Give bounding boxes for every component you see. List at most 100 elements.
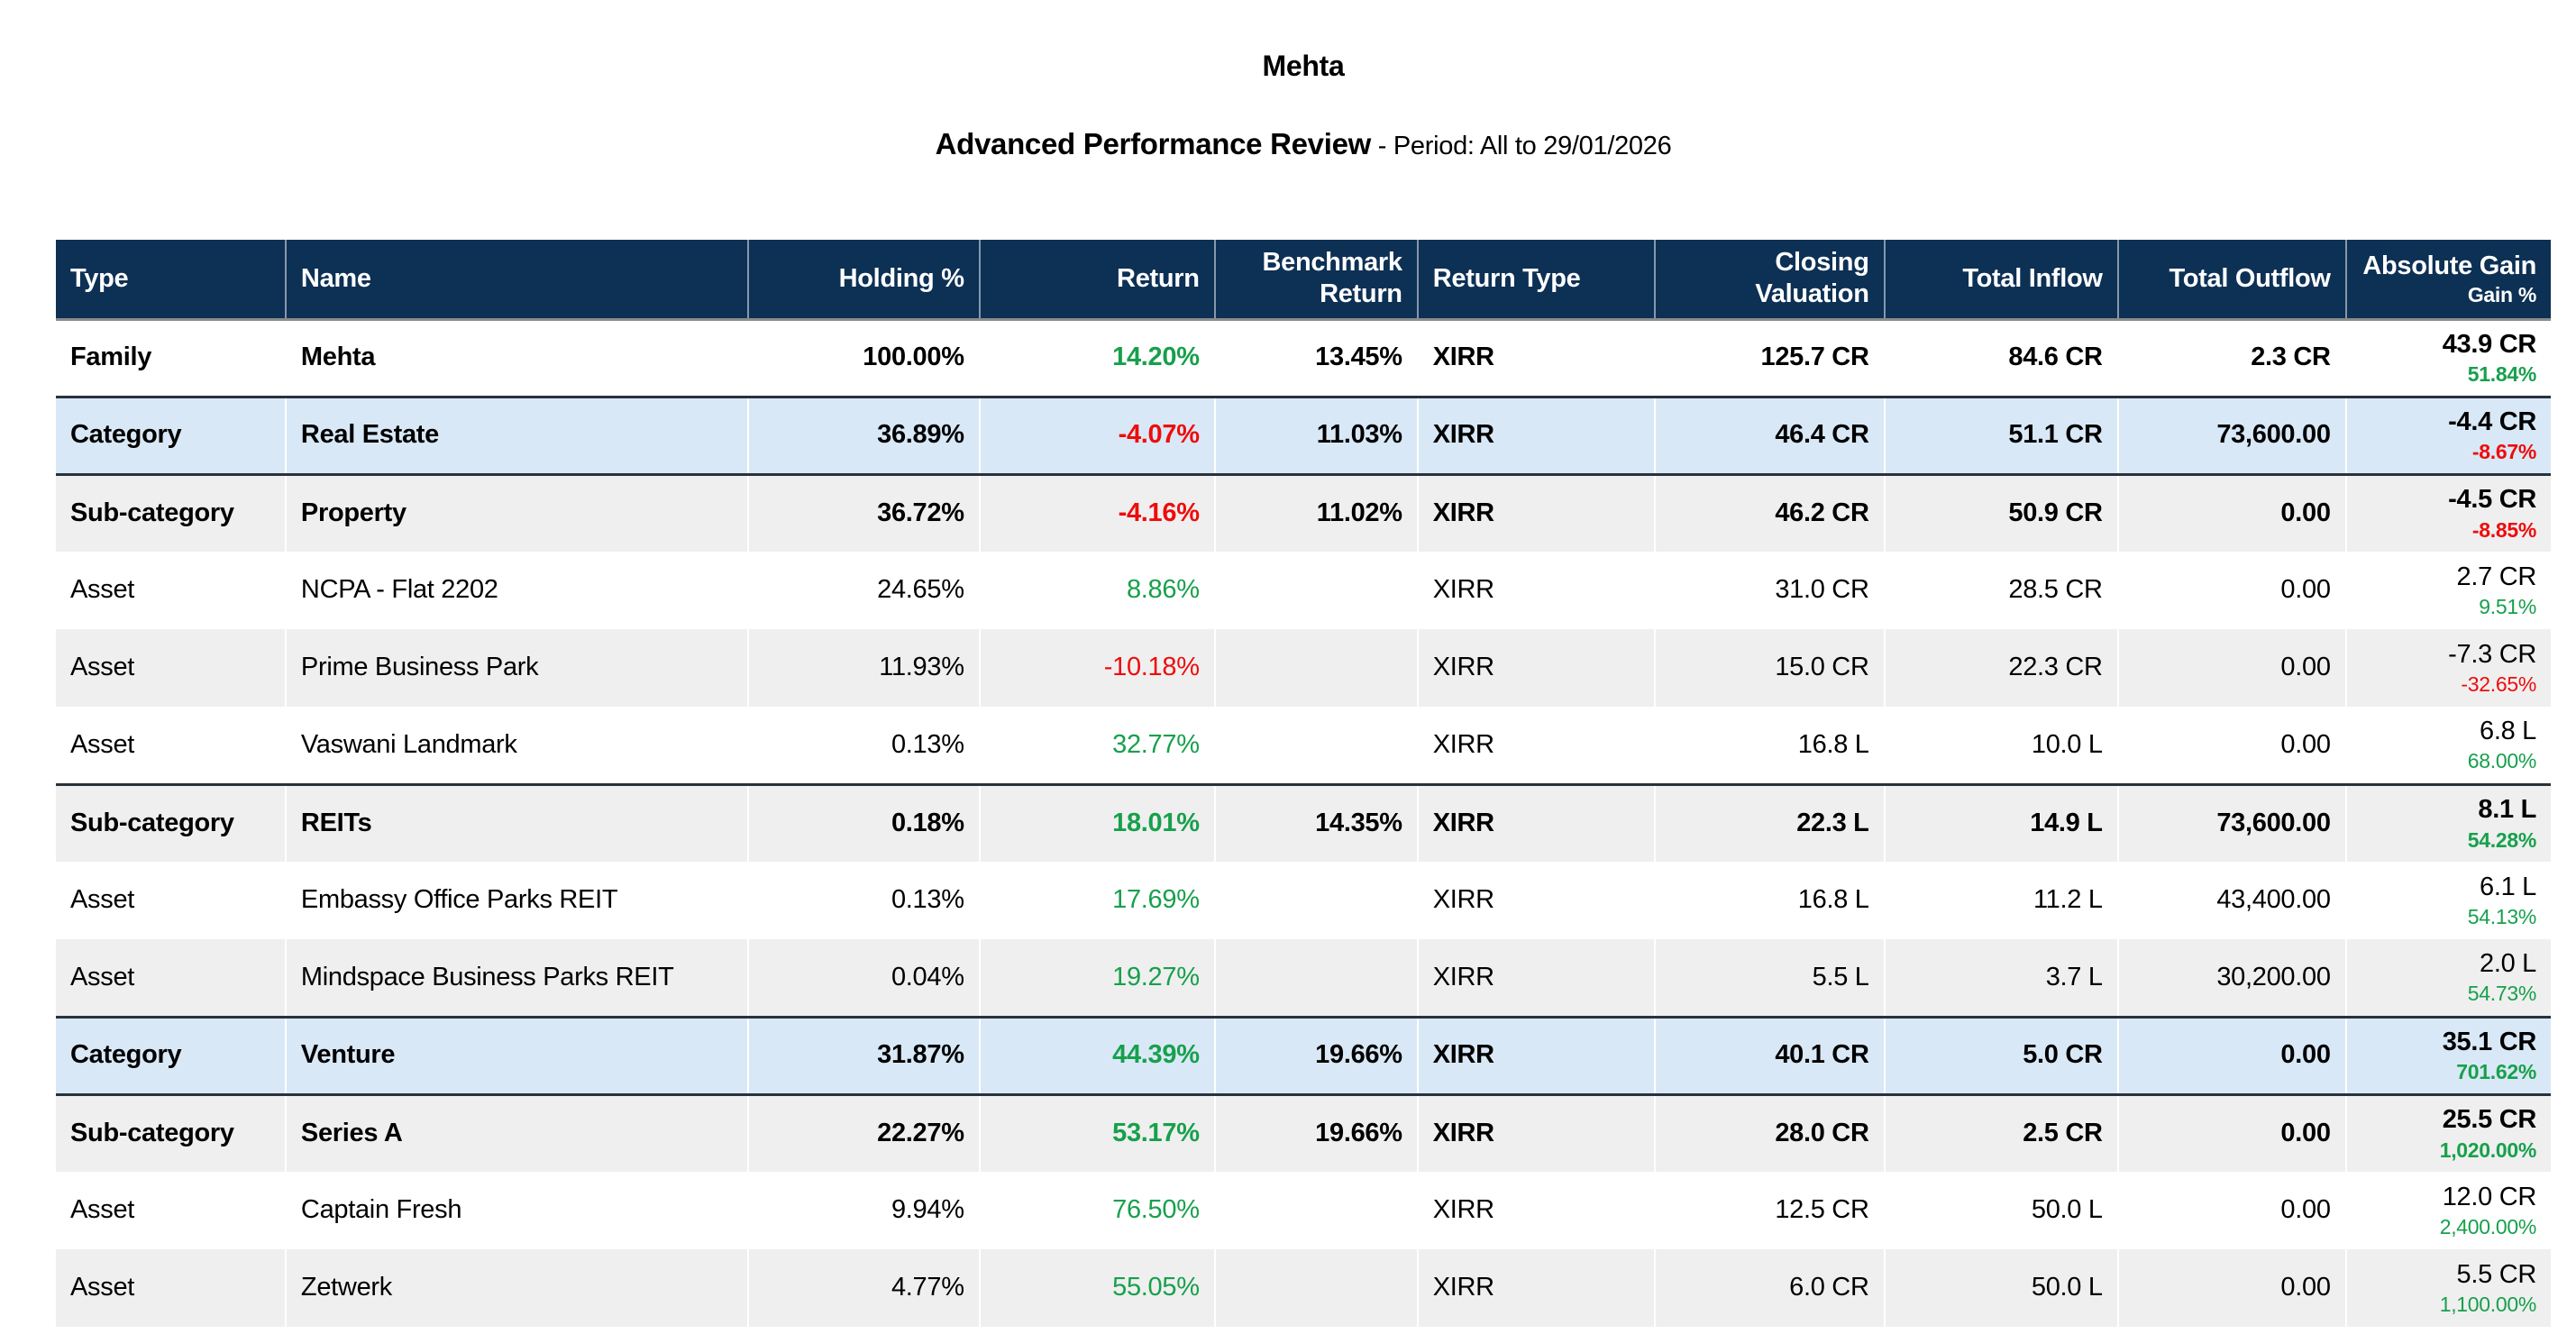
cell-type: Sub-category <box>56 474 287 552</box>
gain-percent-value: 701.62% <box>2456 1059 2536 1083</box>
col-header-benchmark: Benchmark Return <box>1214 240 1419 319</box>
cell-gain: -4.5 CR -8.85% <box>2346 474 2551 552</box>
table-header: Type Name Holding % Return Benchmark Return R… <box>56 240 2551 319</box>
cell-outflow: 0.00 <box>2117 629 2347 707</box>
gain-percent-value: 51.84% <box>2467 361 2537 386</box>
cell-name: REITs <box>285 784 749 862</box>
col-header-label: Return <box>1117 263 1200 293</box>
cell-outflow: 0.00 <box>2117 1249 2347 1327</box>
cell-return-type: XIRR <box>1417 707 1656 784</box>
gain-percent-value: 54.28% <box>2467 827 2537 852</box>
cell-gain: 12.0 CR 2,400.00% <box>2346 1172 2551 1249</box>
cell-type: Asset <box>56 707 287 784</box>
col-header-label: Benchmark Return <box>1262 248 1402 309</box>
absolute-gain-value: 35.1 CR <box>2442 1027 2537 1056</box>
cell-return: 32.77% <box>979 707 1216 784</box>
cell-closing: 16.8 L <box>1654 707 1886 784</box>
cell-outflow: 0.00 <box>2117 552 2347 629</box>
col-header-outflow: Total Outflow <box>2117 240 2347 319</box>
cell-benchmark <box>1214 707 1419 784</box>
col-header-label: Closing Valuation <box>1755 248 1869 309</box>
cell-holding: 0.18% <box>747 784 981 862</box>
cell-benchmark: 19.66% <box>1214 1017 1419 1094</box>
cell-outflow: 0.00 <box>2117 707 2347 784</box>
cell-gain: 6.1 L 54.13% <box>2346 862 2551 939</box>
cell-return: 19.27% <box>979 939 1216 1017</box>
absolute-gain-value: 2.0 L <box>2480 948 2536 978</box>
cell-benchmark <box>1214 1249 1419 1327</box>
absolute-gain-value: -4.4 CR <box>2448 407 2536 436</box>
cell-closing: 22.3 L <box>1654 784 1886 862</box>
cell-closing: 31.0 CR <box>1654 552 1886 629</box>
cell-closing: 125.7 CR <box>1654 319 1886 397</box>
cell-name: Property <box>285 474 749 552</box>
cell-inflow: 51.1 CR <box>1884 397 2119 474</box>
cell-type: Asset <box>56 1249 287 1327</box>
cell-inflow: 28.5 CR <box>1884 552 2119 629</box>
gain-percent-value: 68.00% <box>2467 749 2537 773</box>
report-header: Mehta Advanced Performance Review - Peri… <box>56 0 2551 164</box>
col-header-holding: Holding % <box>747 240 981 319</box>
col-header-label: Total Outflow <box>2169 263 2331 293</box>
cell-closing: 40.1 CR <box>1654 1017 1886 1094</box>
cell-holding: 11.93% <box>747 629 981 707</box>
table-row: Category Venture 31.87% 44.39% 19.66% XIRR 40.… <box>56 1017 2551 1094</box>
cell-gain: -7.3 CR -32.65% <box>2346 629 2551 707</box>
cell-inflow: 50.0 L <box>1884 1172 2119 1249</box>
cell-return-type: XIRR <box>1417 862 1656 939</box>
cell-return: 53.17% <box>979 1094 1216 1172</box>
absolute-gain-value: 25.5 CR <box>2442 1105 2537 1135</box>
cell-type: Category <box>56 397 287 474</box>
cell-return: -4.07% <box>979 397 1216 474</box>
cell-outflow: 30,200.00 <box>2117 939 2347 1017</box>
col-header-label: Holding % <box>838 263 964 293</box>
absolute-gain-value: 6.8 L <box>2480 716 2536 745</box>
cell-inflow: 3.7 L <box>1884 939 2119 1017</box>
cell-name: Mindspace Business Parks REIT <box>285 939 749 1017</box>
cell-type: Asset <box>56 862 287 939</box>
table-row: Asset Vaswani Landmark 0.13% 32.77% XIRR 16.8… <box>56 707 2551 784</box>
col-header-sublabel: Gain % <box>2467 283 2536 306</box>
cell-inflow: 5.0 CR <box>1884 1017 2119 1094</box>
absolute-gain-value: 8.1 L <box>2478 795 2536 825</box>
cell-holding: 22.27% <box>747 1094 981 1172</box>
cell-gain: 43.9 CR 51.84% <box>2346 319 2551 397</box>
cell-gain: 25.5 CR 1,020.00% <box>2346 1094 2551 1172</box>
gain-percent-value: 1,020.00% <box>2439 1138 2537 1162</box>
cell-gain: 2.7 CR 9.51% <box>2346 552 2551 629</box>
cell-inflow: 84.6 CR <box>1884 319 2119 397</box>
cell-holding: 36.89% <box>747 397 981 474</box>
page-title: Mehta <box>1262 50 1345 82</box>
cell-closing: 6.0 CR <box>1654 1249 1886 1327</box>
cell-name: Vaswani Landmark <box>285 707 749 784</box>
cell-name: Series A <box>285 1094 749 1172</box>
cell-return-type: XIRR <box>1417 474 1656 552</box>
table-row: Family Mehta 100.00% 14.20% 13.45% XIRR 125.7 … <box>56 319 2551 397</box>
cell-return-type: XIRR <box>1417 784 1656 862</box>
cell-gain: -4.4 CR -8.67% <box>2346 397 2551 474</box>
cell-gain: 2.0 L 54.73% <box>2346 939 2551 1017</box>
cell-return: 8.86% <box>979 552 1216 629</box>
absolute-gain-value: 43.9 CR <box>2442 329 2537 359</box>
table-row: Sub-category REITs 0.18% 18.01% 14.35% XIRR 22… <box>56 784 2551 862</box>
cell-return-type: XIRR <box>1417 1172 1656 1249</box>
cell-outflow: 43,400.00 <box>2117 862 2347 939</box>
cell-inflow: 2.5 CR <box>1884 1094 2119 1172</box>
col-header-label: Type <box>70 263 129 293</box>
report-subtitle: Advanced Performance Review - Period: Al… <box>56 126 2551 164</box>
cell-closing: 28.0 CR <box>1654 1094 1886 1172</box>
cell-name: Captain Fresh <box>285 1172 749 1249</box>
col-header-closing: Closing Valuation <box>1654 240 1886 319</box>
cell-inflow: 50.9 CR <box>1884 474 2119 552</box>
cell-name: NCPA - Flat 2202 <box>285 552 749 629</box>
cell-outflow: 73,600.00 <box>2117 784 2347 862</box>
cell-name: Mehta <box>285 319 749 397</box>
col-header-return: Return <box>979 240 1216 319</box>
gain-percent-value: 9.51% <box>2479 594 2536 618</box>
cell-name: Prime Business Park <box>285 629 749 707</box>
table-row: Asset Mindspace Business Parks REIT 0.04% 1… <box>56 939 2551 1017</box>
cell-holding: 0.04% <box>747 939 981 1017</box>
cell-inflow: 50.0 L <box>1884 1249 2119 1327</box>
cell-return-type: XIRR <box>1417 1017 1656 1094</box>
table-row: Asset Embassy Office Parks REIT 0.13% 17.69… <box>56 862 2551 939</box>
